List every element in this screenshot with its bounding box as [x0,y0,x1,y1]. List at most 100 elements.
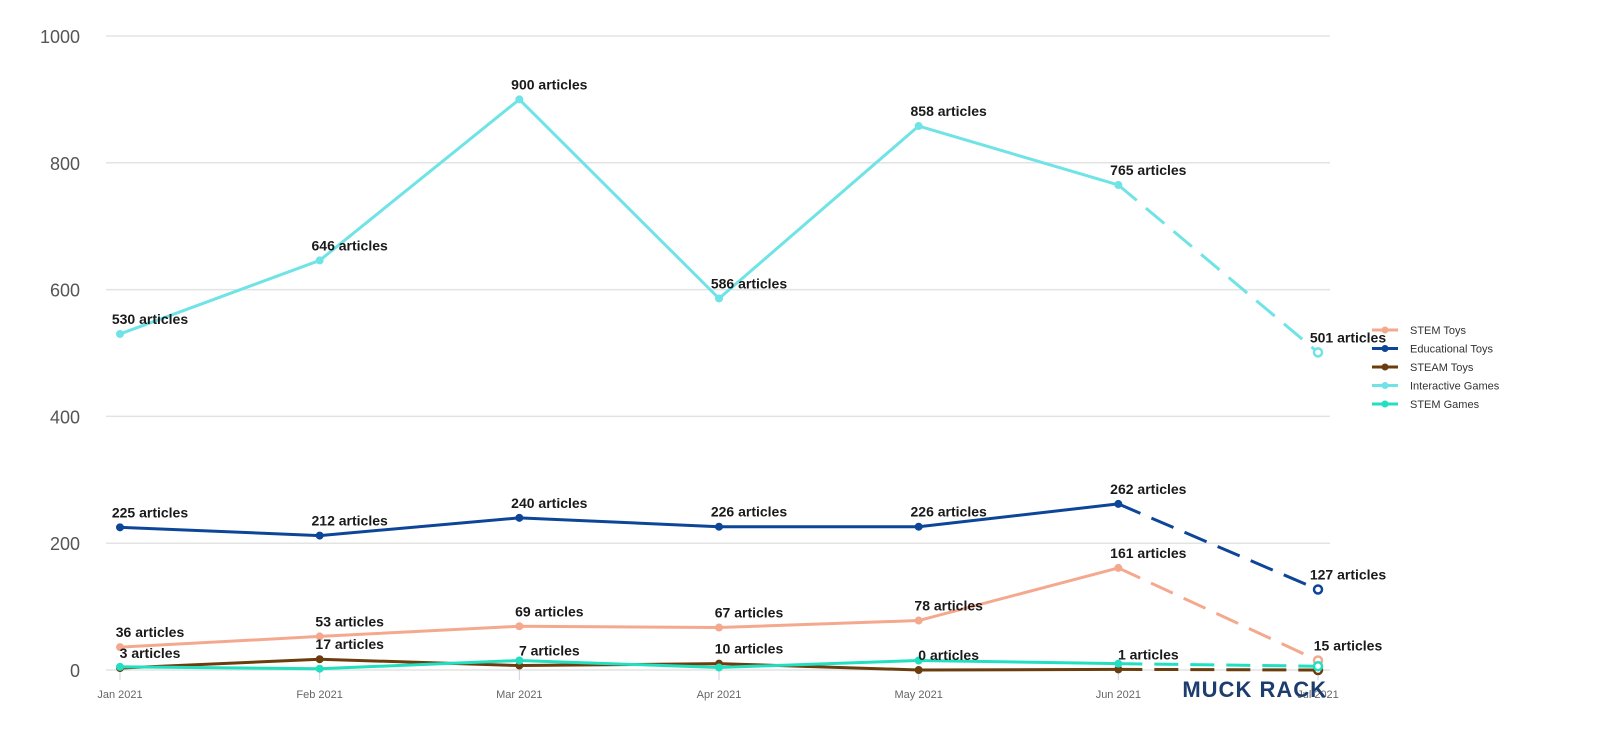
legend-item[interactable]: STEAM Toys [1372,362,1474,374]
data-point[interactable] [116,523,124,532]
data-point[interactable] [914,656,923,665]
data-point[interactable] [1114,563,1123,572]
data-point[interactable] [116,662,124,671]
data-point[interactable] [315,664,324,673]
data-point[interactable] [1114,659,1123,668]
legend-item[interactable]: Interactive Games [1372,381,1500,393]
series-line-projected [1118,667,1319,672]
y-tick-label: 1000 [40,27,80,47]
data-label: 212 articles [312,513,388,529]
series-line-projected [1118,662,1319,668]
data-point[interactable] [515,622,524,631]
series-line [119,658,1119,671]
data-label: 15 articles [1314,637,1383,653]
y-tick-label: 400 [50,407,80,427]
series-interactive-games [116,95,1324,358]
data-point[interactable] [515,513,524,522]
data-label: 765 articles [1110,162,1186,178]
data-point[interactable] [515,95,524,104]
data-point[interactable] [914,122,923,131]
y-axis: 0 200 400 600 800 1000 [40,27,80,681]
series-line-projected [1117,502,1319,591]
legend-item[interactable]: STEM Games [1372,399,1480,411]
series-line [119,566,1119,649]
data-label: 586 articles [711,275,787,291]
data-point[interactable] [1114,180,1123,189]
legend-marker [1381,400,1389,408]
data-point[interactable] [914,522,923,531]
y-tick-label: 800 [50,154,80,174]
data-point[interactable] [315,632,324,641]
legend-label: STEM Games [1410,399,1480,411]
data-point[interactable] [914,616,923,625]
data-point[interactable] [715,623,723,632]
x-tick-label: Jan 2021 [97,689,142,701]
data-point[interactable] [515,656,524,665]
data-point[interactable] [315,531,324,540]
y-tick-label: 0 [70,661,80,681]
x-tick-label: May 2021 [895,689,943,701]
gridlines [106,35,1330,671]
data-label: 17 articles [315,636,384,652]
data-label: 36 articles [116,624,185,640]
data-labels: 36 articles 53 articles 69 articles 67 arti… [112,76,1386,663]
legend-item[interactable]: STEM Toys [1372,325,1467,337]
data-label: 161 articles [1110,545,1186,561]
data-label: 501 articles [1310,329,1386,345]
data-label: 0 articles [918,647,979,663]
data-label: 53 articles [315,613,384,629]
data-label: 646 articles [312,237,388,253]
data-point[interactable] [1114,499,1123,508]
series-educational-toys [116,499,1324,595]
legend-marker [1381,363,1389,371]
data-label: 858 articles [911,103,987,119]
data-label: 262 articles [1110,481,1186,497]
legend-item[interactable]: Educational Toys [1372,344,1493,356]
data-point[interactable] [1312,660,1324,672]
series-line-projected [1117,566,1319,662]
x-axis: Jan 2021 Feb 2021 Mar 2021 Apr 2021 May 2021… [97,670,1339,701]
series-stem-games [116,656,1324,673]
legend-label: Interactive Games [1410,381,1500,393]
series-line [119,502,1119,538]
data-point[interactable] [914,666,923,674]
data-label: 67 articles [715,605,784,621]
series-line [119,97,1119,336]
data-point[interactable] [1312,584,1324,595]
data-point[interactable] [715,522,723,531]
series-line-projected [1117,183,1319,354]
data-label: 226 articles [711,504,787,520]
legend-marker [1381,345,1389,352]
legend: STEM Toys Educational Toys STEAM Toys Inter… [1372,325,1500,411]
x-tick-label: Jul 2021 [1297,689,1339,701]
data-point[interactable] [315,655,324,664]
data-point[interactable] [116,329,124,338]
series-stem-toys [116,563,1324,666]
data-label: 240 articles [511,495,587,511]
legend-label: STEM Toys [1410,325,1467,337]
data-label: 225 articles [112,504,188,520]
data-label: 900 articles [511,76,587,92]
series-lines [116,95,1324,676]
data-label: 7 articles [519,643,580,659]
x-tick-label: Jun 2021 [1096,689,1141,701]
data-label: 10 articles [715,641,784,657]
x-tick-label: Feb 2021 [296,689,342,701]
legend-marker [1381,326,1389,334]
data-point[interactable] [315,256,324,265]
data-point[interactable] [715,294,723,303]
data-label: 226 articles [911,504,987,520]
brand-logo: MUCK RACK [1182,677,1327,702]
x-tick-label: Apr 2021 [697,689,742,701]
data-point[interactable] [715,663,723,672]
x-tick-label: Mar 2021 [496,689,542,701]
data-point[interactable] [116,643,124,652]
y-tick-label: 200 [50,534,80,554]
legend-marker [1381,382,1389,389]
legend-label: Educational Toys [1410,344,1493,356]
data-label: 78 articles [914,598,983,614]
data-label: 69 articles [515,603,584,619]
data-point[interactable] [1312,347,1324,358]
data-label: 3 articles [120,645,181,661]
